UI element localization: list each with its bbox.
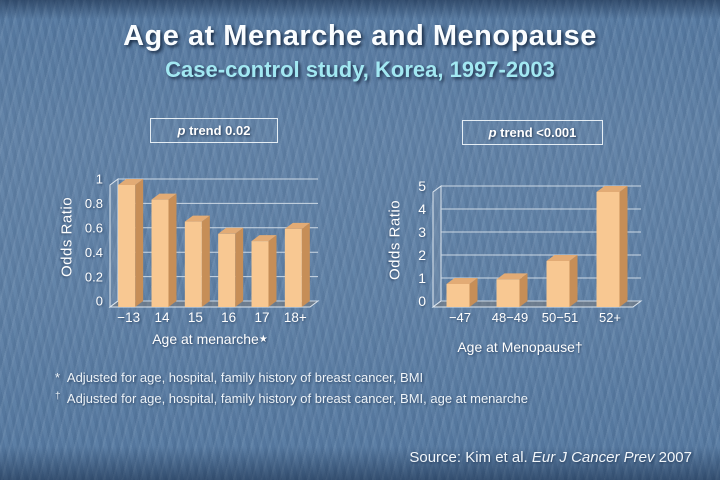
y-tick-label: 3 <box>418 224 426 240</box>
p-trend-value: trend 0.02 <box>185 123 251 138</box>
source-year: 2007 <box>654 449 692 466</box>
x-category-label: 50−51 <box>542 310 579 325</box>
x-category-label: 14 <box>154 310 170 325</box>
menopause-x-axis-title: Age at Menopause† <box>400 339 640 355</box>
slide-subtitle: Case-control study, Korea, 1997-2003 <box>165 57 555 82</box>
footnote-text: Adjusted for age, hospital, family histo… <box>66 391 528 406</box>
bar-−13 <box>118 179 144 307</box>
y-tick-label: 0.2 <box>85 269 103 284</box>
x-category-label: −13 <box>117 310 140 325</box>
menarche-bar-chart: 0 0.2 0.4 0.6 0.8 1 −13 14 15 16 17 18+ <box>85 172 320 325</box>
bar-−47 <box>446 278 478 307</box>
bar-48−49 <box>496 273 528 307</box>
y-tick-label: 0 <box>96 294 103 309</box>
footnote-marker: * <box>55 370 61 385</box>
source-citation: Source: Kim et al. Eur J Cancer Prev 200… <box>409 449 692 466</box>
y-tick-label: 0 <box>418 293 426 309</box>
bar-50−51 <box>546 255 578 307</box>
menarche-x-axis-title: Age at menarche★ <box>100 331 320 347</box>
x-category-label: 18+ <box>284 310 307 325</box>
footnote-text: Adjusted for age, hospital, family histo… <box>66 370 424 385</box>
source-prefix: Source: Kim et al. <box>409 449 532 466</box>
y-tick-label: 0.6 <box>85 220 103 235</box>
x-category-label: 16 <box>221 310 236 325</box>
bar-14 <box>151 193 177 307</box>
y-axis-wall <box>109 178 119 308</box>
footnote-marker: † <box>55 391 61 402</box>
y-tick-label: 1 <box>418 270 426 286</box>
menopause-bar-chart: 0 1 2 3 4 5 −47 48−49 50−51 52+ <box>418 178 643 325</box>
y-tick-label: 4 <box>418 201 426 217</box>
y-tick-label: 5 <box>418 178 426 194</box>
bar-16 <box>218 227 244 307</box>
bar-17 <box>251 235 277 307</box>
y-tick-label: 0.4 <box>85 245 103 260</box>
menopause-x-axis-text: Age at Menopause <box>457 339 575 355</box>
bar-18+ <box>284 222 310 307</box>
p-trend-value: trend <0.001 <box>496 125 577 140</box>
x-category-label: 15 <box>188 310 203 325</box>
p-trend-box-menopause: p trend <0.001 <box>462 120 603 145</box>
footnotes: * Adjusted for age, hospital, family his… <box>55 368 528 408</box>
y-tick-label: 0.8 <box>85 196 103 211</box>
asterisk-star-marker: ★ <box>258 334 268 345</box>
dagger-marker: † <box>574 339 583 355</box>
y-axis-wall <box>432 185 442 308</box>
slide-title: Age at Menarche and Menopause <box>123 20 597 52</box>
footnote-dagger: † Adjusted for age, hospital, family his… <box>55 387 528 408</box>
source-journal-italic: Eur J Cancer Prev <box>531 449 655 466</box>
x-category-label: −47 <box>449 310 471 325</box>
p-trend-box-menarche: p trend 0.02 <box>150 118 278 143</box>
x-category-label: 17 <box>254 310 269 325</box>
bar-15 <box>184 215 210 307</box>
footnote-asterisk: * Adjusted for age, hospital, family his… <box>55 368 528 387</box>
bar-52+ <box>596 186 628 307</box>
menarche-x-axis-text: Age at menarche <box>152 331 259 347</box>
p-trend-p-italic: p <box>488 125 497 140</box>
y-tick-label: 2 <box>418 247 426 263</box>
y-tick-label: 1 <box>96 172 103 187</box>
p-trend-p-italic: p <box>177 123 186 138</box>
x-category-label: 48−49 <box>492 310 529 325</box>
x-category-label: 52+ <box>599 310 621 325</box>
